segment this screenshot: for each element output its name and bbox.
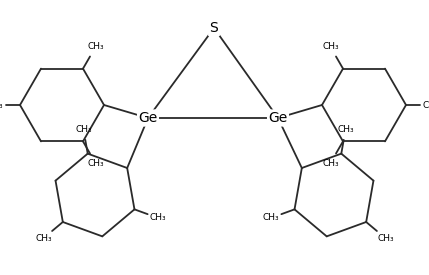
Text: CH₃: CH₃	[263, 213, 279, 222]
Text: Ge: Ge	[139, 111, 157, 125]
Text: CH₃: CH₃	[322, 42, 339, 51]
Text: Ge: Ge	[269, 111, 287, 125]
Text: S: S	[210, 21, 218, 35]
Text: CH₃: CH₃	[87, 158, 104, 167]
Text: CH₃: CH₃	[322, 158, 339, 167]
Text: Ge: Ge	[269, 111, 287, 125]
Text: CH₃: CH₃	[87, 42, 104, 51]
Text: Ge: Ge	[139, 111, 157, 125]
Text: CH₃: CH₃	[150, 213, 166, 222]
Text: CH₃: CH₃	[35, 233, 52, 243]
Text: CH₃: CH₃	[377, 233, 394, 243]
Text: CH₃: CH₃	[423, 100, 429, 109]
Text: CH₃: CH₃	[337, 125, 354, 134]
Text: CH₃: CH₃	[0, 100, 3, 109]
Text: S: S	[210, 21, 218, 35]
Text: CH₃: CH₃	[75, 125, 92, 134]
